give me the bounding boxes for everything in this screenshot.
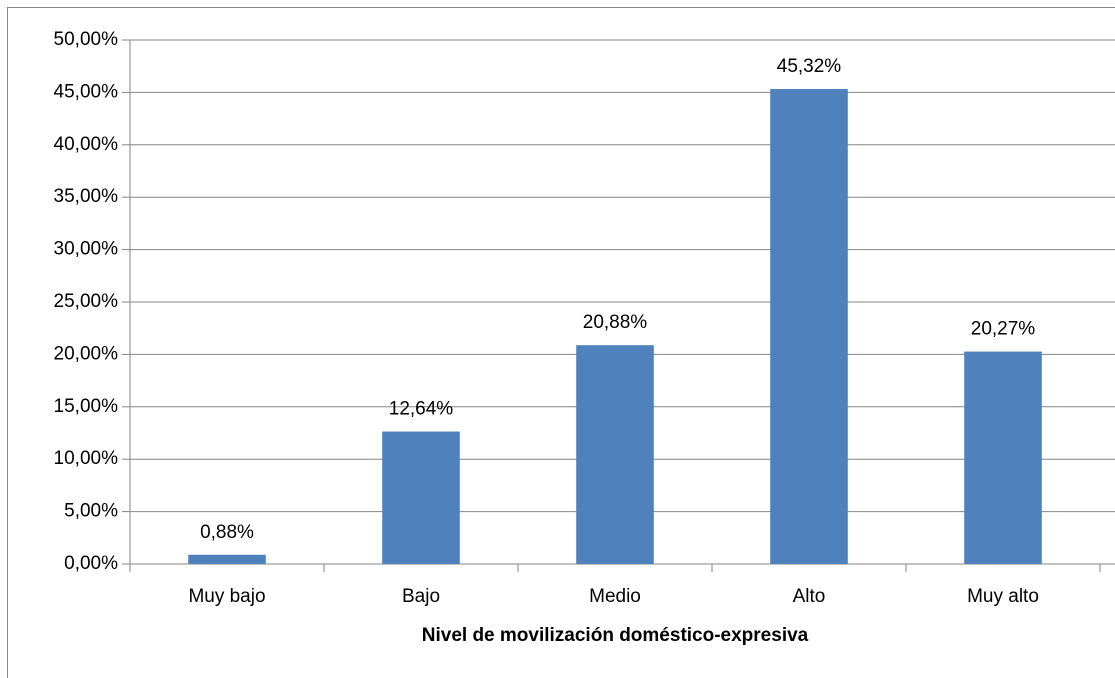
y-tick-label: 35,00% xyxy=(54,186,119,207)
bar xyxy=(382,431,460,564)
x-tick-label: Muy alto xyxy=(967,586,1039,607)
y-tick-label: 5,00% xyxy=(64,501,118,522)
y-tick-label: 30,00% xyxy=(54,239,119,260)
data-label: 0,88% xyxy=(200,522,254,543)
data-label: 12,64% xyxy=(389,399,454,420)
y-tick-label: 45,00% xyxy=(54,81,119,102)
x-tick-label: Bajo xyxy=(402,586,440,607)
bar xyxy=(576,345,654,564)
data-label: 20,27% xyxy=(971,319,1036,340)
y-tick-label: 15,00% xyxy=(54,396,119,417)
chart-border xyxy=(7,7,1115,678)
x-tick-label: Medio xyxy=(589,586,641,607)
y-tick-label: 20,00% xyxy=(54,343,119,364)
y-tick-label: 10,00% xyxy=(54,448,119,469)
y-tick-label: 25,00% xyxy=(54,291,119,312)
data-label: 20,88% xyxy=(583,312,648,333)
x-tick-label: Muy bajo xyxy=(188,586,265,607)
y-tick-label: 0,00% xyxy=(64,553,118,574)
y-tick-label: 40,00% xyxy=(54,134,119,155)
x-axis-label: Nivel de movilización doméstico-expresiv… xyxy=(422,625,809,646)
data-label: 45,32% xyxy=(777,56,842,77)
bar xyxy=(964,351,1042,564)
x-tick-label: Alto xyxy=(793,586,826,607)
y-tick-label: 50,00% xyxy=(54,29,119,50)
bar xyxy=(188,554,266,564)
bar xyxy=(770,89,848,565)
